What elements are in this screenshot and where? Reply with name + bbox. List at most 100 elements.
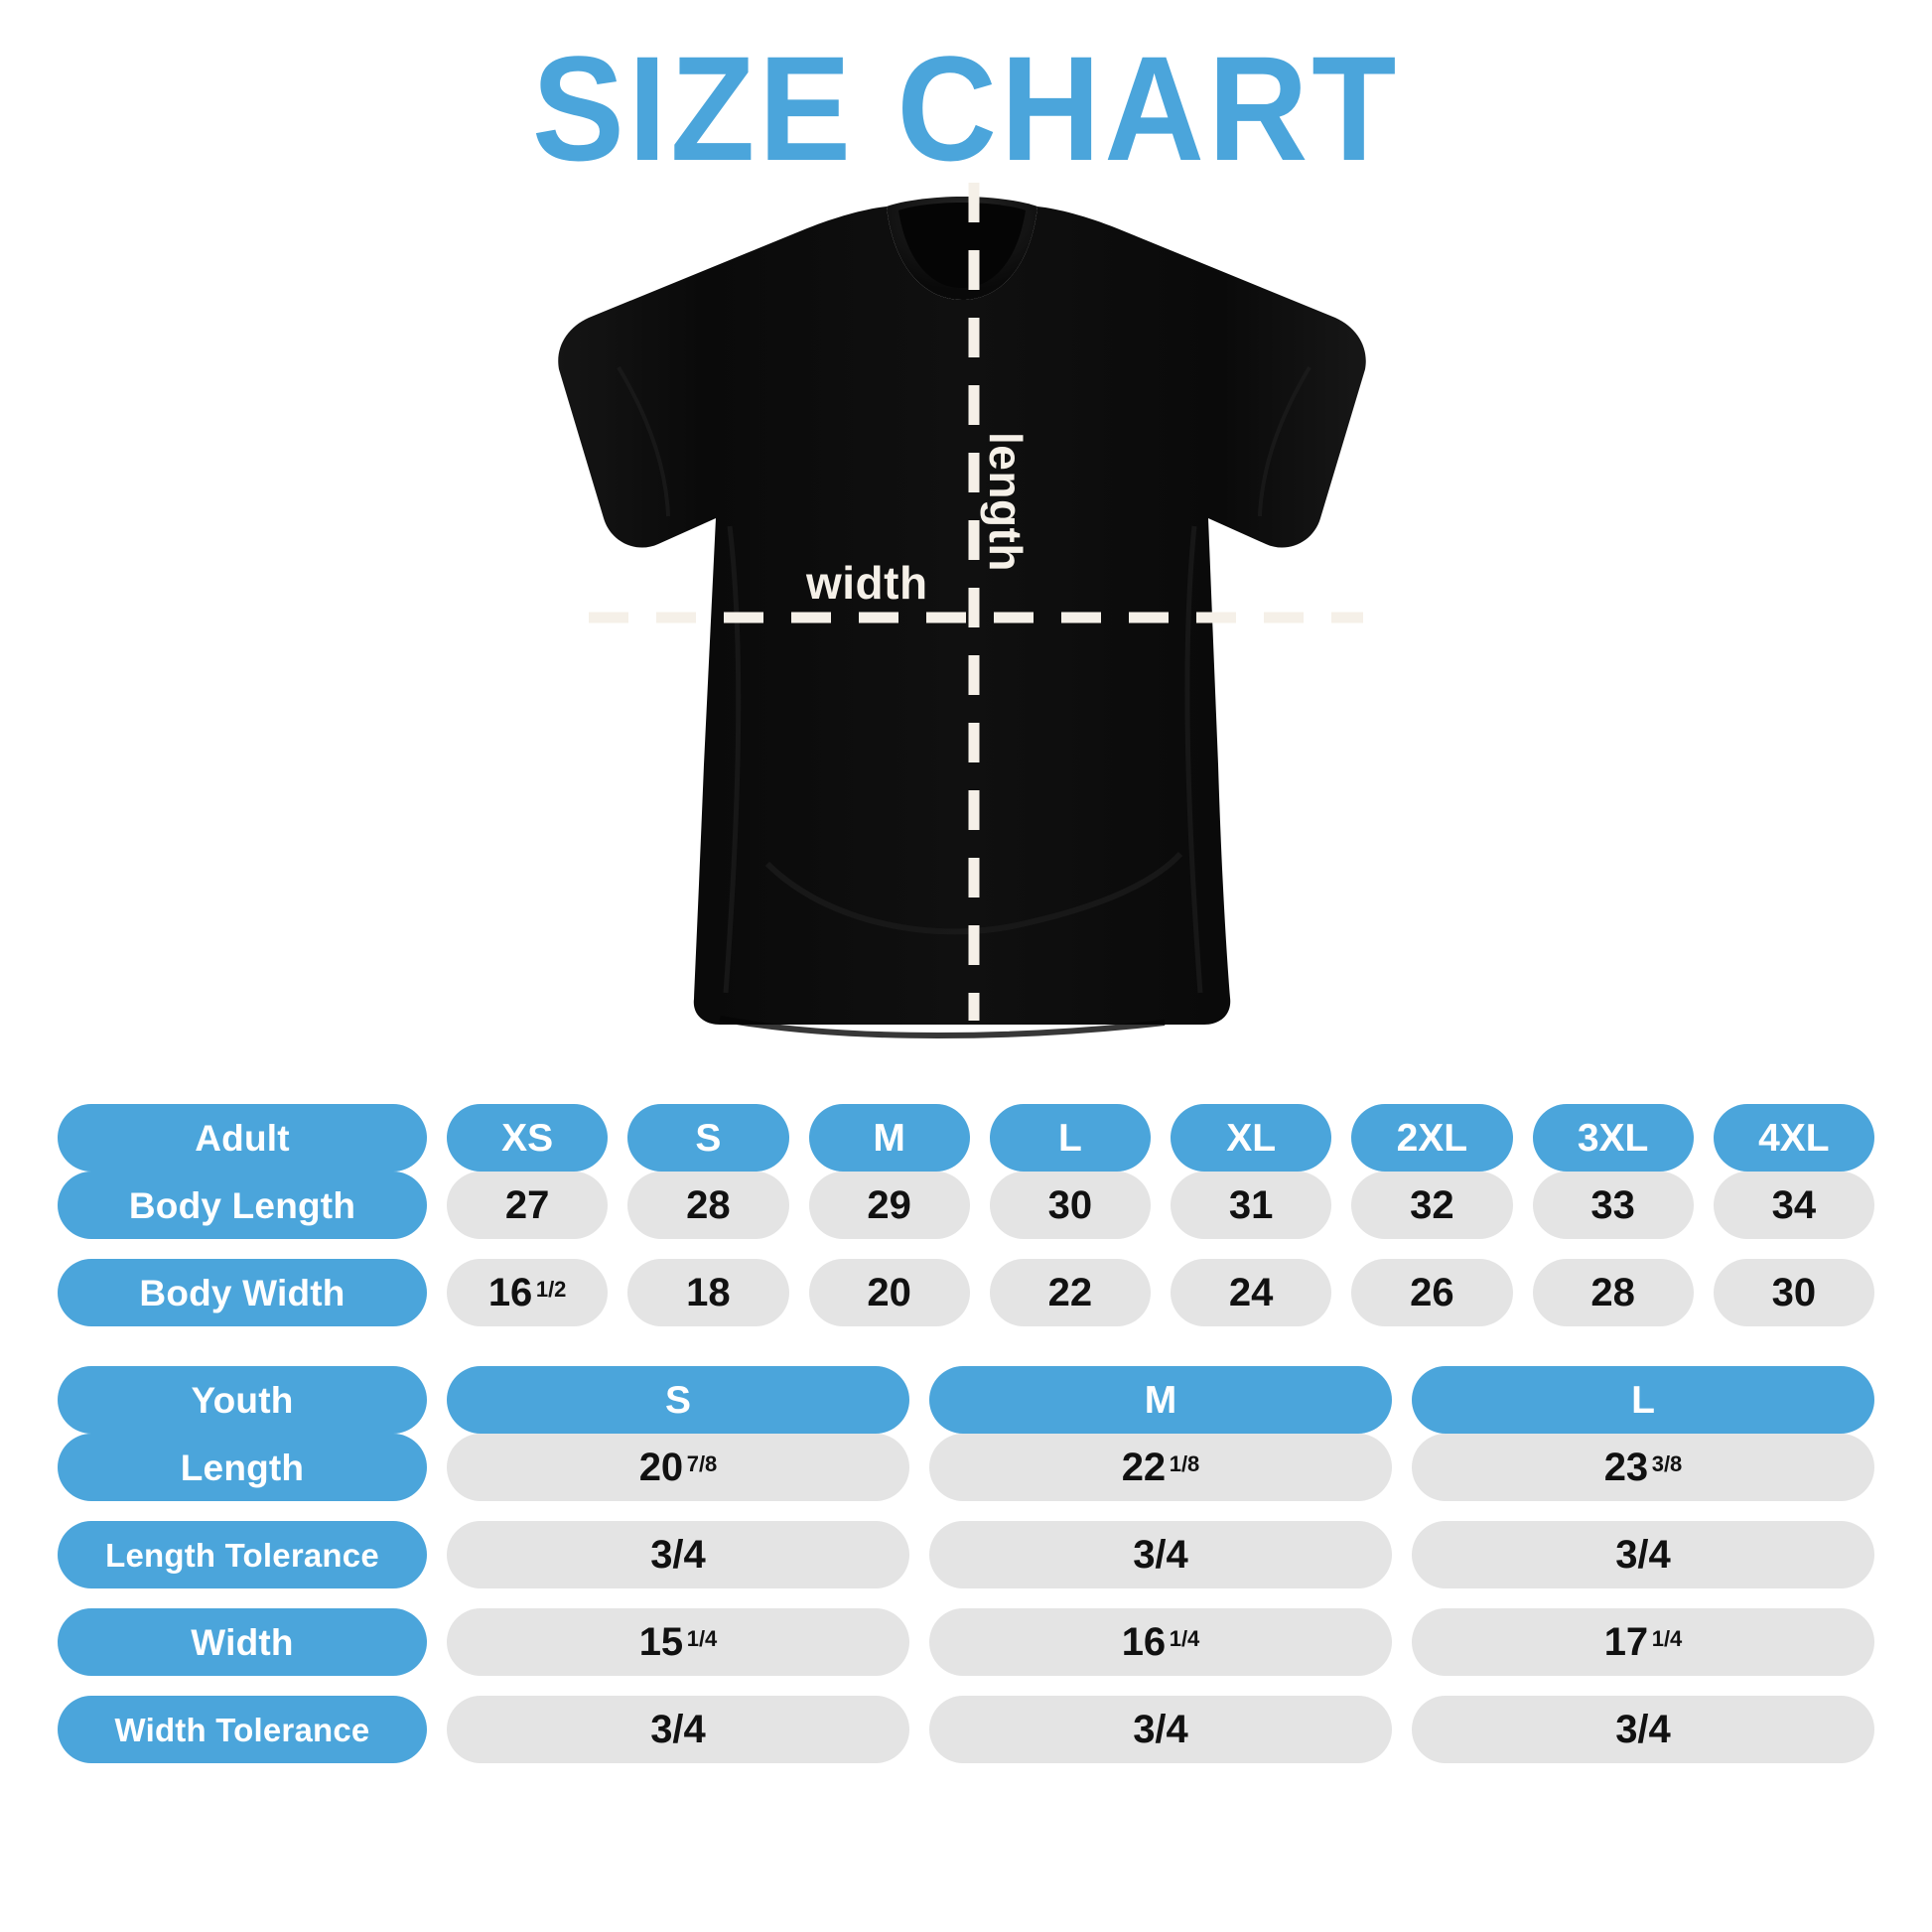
value-whole: 28	[686, 1183, 731, 1227]
value-whole: 16	[1121, 1620, 1167, 1664]
value-cell: 3/4	[447, 1696, 909, 1763]
table-row: Body Width 16 1/2 18 20 22 24 26 28 30	[58, 1259, 1874, 1326]
value-fraction: 1/8	[1169, 1450, 1200, 1476]
row-values: 15 1/4 16 1/4 17 1/4	[447, 1608, 1874, 1676]
value-cell: 3/4	[1412, 1521, 1874, 1588]
value-whole: 3/4	[1615, 1533, 1671, 1577]
value-whole: 17	[1603, 1620, 1649, 1664]
value-cell: 31	[1171, 1172, 1332, 1239]
row-label-width-tolerance: Width Tolerance	[58, 1696, 427, 1763]
value-whole: 33	[1590, 1183, 1635, 1227]
value-fraction: 7/8	[686, 1450, 718, 1476]
value-whole: 27	[504, 1183, 550, 1227]
value-cell: 22 1/8	[929, 1434, 1392, 1501]
size-header-4xl: 4XL	[1713, 1104, 1874, 1172]
value-cell: 20	[808, 1259, 970, 1326]
value-whole: 28	[1590, 1271, 1635, 1314]
value-whole: 34	[1771, 1183, 1817, 1227]
row-label-body-length: Body Length	[58, 1172, 427, 1239]
size-header-s: S	[627, 1104, 789, 1172]
value-cell: 32	[1351, 1172, 1513, 1239]
row-values: 16 1/2 18 20 22 24 26 28 30	[447, 1259, 1874, 1326]
value-cell: 33	[1532, 1172, 1694, 1239]
value-fraction: 1/4	[1651, 1625, 1683, 1651]
value-cell: 23 3/8	[1412, 1434, 1874, 1501]
value-whole: 23	[1603, 1446, 1649, 1489]
value-whole: 22	[1047, 1271, 1093, 1314]
size-header-l: L	[989, 1104, 1151, 1172]
value-cell: 22	[989, 1259, 1151, 1326]
value-cell: 17 1/4	[1412, 1608, 1874, 1676]
size-header-m: M	[808, 1104, 970, 1172]
youth-table-label: Youth	[58, 1366, 427, 1434]
size-header-xs: XS	[447, 1104, 609, 1172]
value-whole: 20	[867, 1271, 911, 1314]
value-fraction: 1/4	[1169, 1625, 1200, 1651]
row-values: 20 7/8 22 1/8 23 3/8	[447, 1434, 1874, 1501]
value-whole: 29	[867, 1183, 911, 1227]
value-whole: 22	[1121, 1446, 1167, 1489]
table-row: Length Tolerance 3/4 3/4 3/4	[58, 1521, 1874, 1588]
value-cell: 34	[1713, 1172, 1874, 1239]
value-whole: 3/4	[650, 1708, 706, 1751]
row-values: 3/4 3/4 3/4	[447, 1696, 1874, 1763]
table-row: Length 20 7/8 22 1/8 23 3/8	[58, 1434, 1874, 1501]
value-cell: 20 7/8	[447, 1434, 909, 1501]
value-cell: 28	[1532, 1259, 1694, 1326]
value-whole: 24	[1228, 1271, 1274, 1314]
value-cell: 3/4	[447, 1521, 909, 1588]
adult-table-body: Body Length 27 28 29 30 31 32 33 34 Body Width 16 1…	[58, 1172, 1874, 1326]
value-whole: 15	[638, 1620, 684, 1664]
size-header-m: M	[929, 1366, 1392, 1434]
value-cell: 16 1/2	[447, 1259, 609, 1326]
value-cell: 30	[1713, 1259, 1874, 1326]
row-label-length-tolerance: Length Tolerance	[58, 1521, 427, 1588]
value-cell: 3/4	[929, 1696, 1392, 1763]
value-whole: 16	[487, 1271, 533, 1314]
value-cell: 29	[808, 1172, 970, 1239]
size-header-2xl: 2XL	[1351, 1104, 1513, 1172]
value-whole: 3/4	[1615, 1708, 1671, 1751]
size-tables: Adult XS S M L XL 2XL 3XL 4XL Body Length 27 28 29…	[58, 1104, 1874, 1763]
size-header-xl: XL	[1171, 1104, 1332, 1172]
adult-size-headers: XS S M L XL 2XL 3XL 4XL	[447, 1104, 1874, 1172]
value-cell: 3/4	[929, 1521, 1392, 1588]
value-whole: 30	[1047, 1183, 1093, 1227]
value-cell: 3/4	[1412, 1696, 1874, 1763]
value-cell: 24	[1171, 1259, 1332, 1326]
row-values: 3/4 3/4 3/4	[447, 1521, 1874, 1588]
table-row: Width 15 1/4 16 1/4 17 1/4	[58, 1608, 1874, 1676]
row-values: 27 28 29 30 31 32 33 34	[447, 1172, 1874, 1239]
tshirt-icon	[558, 183, 1366, 1038]
value-whole: 31	[1228, 1183, 1274, 1227]
adult-header-row: Adult XS S M L XL 2XL 3XL 4XL	[58, 1104, 1874, 1172]
value-whole: 30	[1771, 1271, 1817, 1314]
value-whole: 18	[686, 1271, 731, 1314]
row-label-body-width: Body Width	[58, 1259, 427, 1326]
value-cell: 27	[447, 1172, 609, 1239]
value-whole: 3/4	[650, 1533, 706, 1577]
adult-size-table: Adult XS S M L XL 2XL 3XL 4XL Body Length 27 28 29…	[58, 1104, 1874, 1326]
value-whole: 20	[638, 1446, 684, 1489]
value-whole: 3/4	[1133, 1533, 1188, 1577]
tshirt-illustration: width length	[0, 169, 1932, 1062]
page-title: SIZE CHART	[531, 25, 1401, 192]
value-cell: 16 1/4	[929, 1608, 1392, 1676]
value-whole: 26	[1410, 1271, 1454, 1314]
size-header-l: L	[1412, 1366, 1874, 1434]
youth-table-body: Length 20 7/8 22 1/8 23 3/8 Length Tolerance 3/4…	[58, 1434, 1874, 1763]
value-cell: 26	[1351, 1259, 1513, 1326]
shirt-length-label: length	[980, 432, 1032, 572]
value-whole: 32	[1410, 1183, 1454, 1227]
table-row: Body Length 27 28 29 30 31 32 33 34	[58, 1172, 1874, 1239]
value-fraction: 1/4	[686, 1625, 718, 1651]
row-label-length: Length	[58, 1434, 427, 1501]
value-cell: 15 1/4	[447, 1608, 909, 1676]
value-fraction: 3/8	[1651, 1450, 1683, 1476]
size-header-s: S	[447, 1366, 909, 1434]
value-whole: 3/4	[1133, 1708, 1188, 1751]
value-fraction: 1/2	[535, 1276, 567, 1302]
